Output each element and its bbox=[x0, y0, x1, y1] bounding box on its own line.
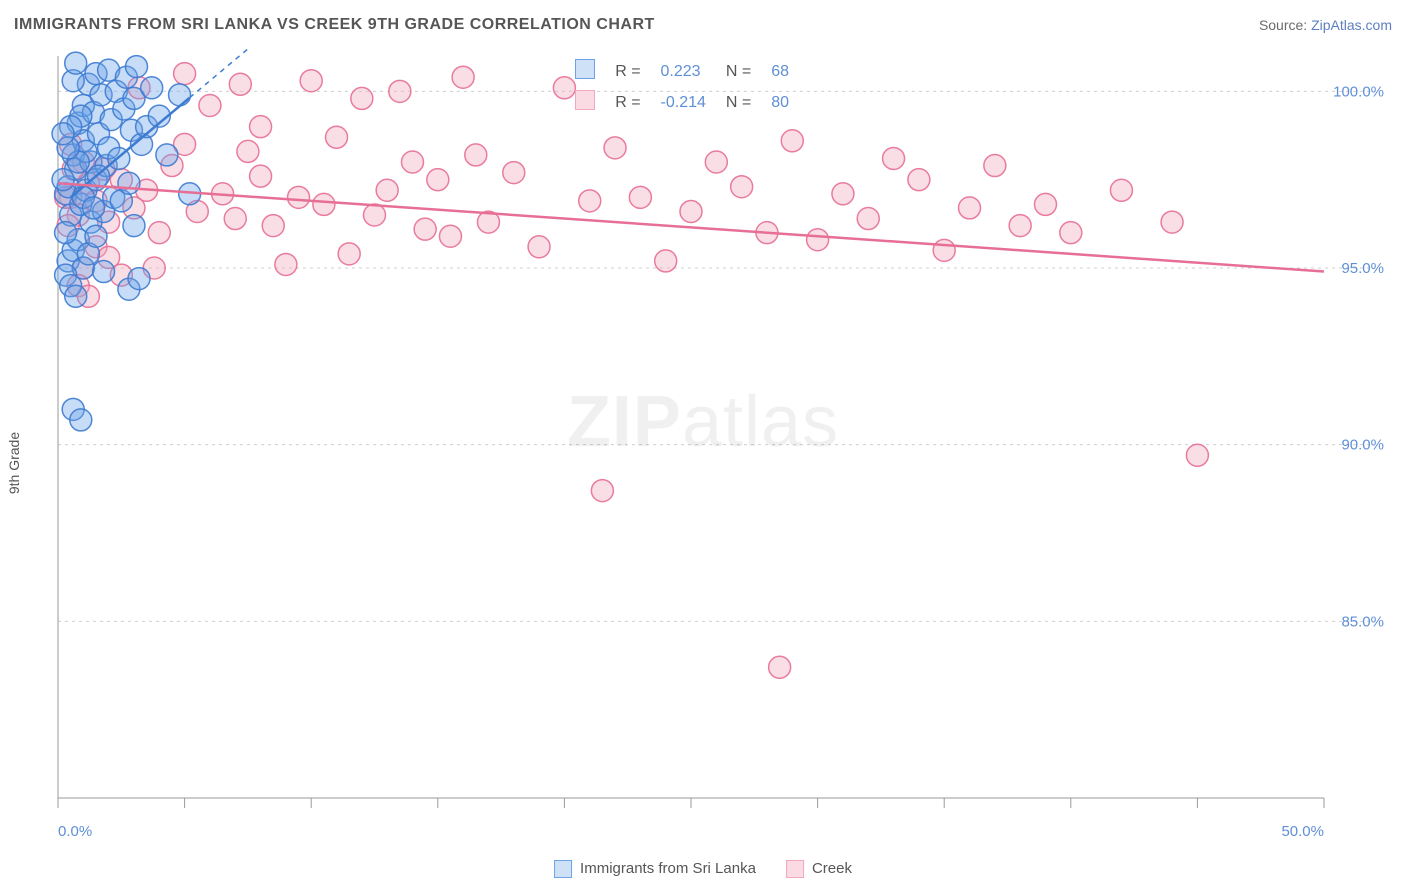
legend-swatch bbox=[786, 860, 804, 878]
legend-swatch bbox=[554, 860, 572, 878]
corr-R-value: -0.214 bbox=[651, 87, 716, 118]
scatter-chart: 0.0% 50.0% 85.0% 90.0% 95.0% 100.0% bbox=[14, 48, 1392, 878]
svg-text:0.0%: 0.0% bbox=[58, 823, 92, 840]
source-label: Source: bbox=[1259, 17, 1311, 33]
corr-N-value: 68 bbox=[761, 56, 799, 87]
svg-text:95.0%: 95.0% bbox=[1341, 260, 1384, 277]
corr-swatch bbox=[575, 90, 595, 110]
correlation-legend: R =0.223N =68R =-0.214N =80 bbox=[565, 56, 799, 118]
legend-label: Immigrants from Sri Lanka bbox=[580, 860, 756, 877]
bottom-legend: Immigrants from Sri Lanka Creek bbox=[554, 860, 852, 878]
legend-item: Immigrants from Sri Lanka bbox=[554, 860, 756, 878]
corr-N-value: 80 bbox=[761, 87, 799, 118]
svg-text:50.0%: 50.0% bbox=[1281, 823, 1324, 840]
svg-text:90.0%: 90.0% bbox=[1341, 437, 1384, 454]
header: IMMIGRANTS FROM SRI LANKA VS CREEK 9TH G… bbox=[14, 10, 1392, 40]
legend-label: Creek bbox=[812, 860, 852, 877]
corr-R-label: R = bbox=[605, 56, 650, 87]
corr-R-label: R = bbox=[605, 87, 650, 118]
svg-text:85.0%: 85.0% bbox=[1341, 613, 1384, 630]
legend-item: Creek bbox=[786, 860, 852, 878]
corr-legend-row: R =0.223N =68 bbox=[565, 56, 799, 87]
corr-swatch bbox=[575, 59, 595, 79]
source: Source: ZipAtlas.com bbox=[1259, 17, 1392, 33]
corr-R-value: 0.223 bbox=[651, 56, 716, 87]
y-axis-label: 9th Grade bbox=[6, 432, 22, 494]
chart-title: IMMIGRANTS FROM SRI LANKA VS CREEK 9TH G… bbox=[14, 16, 655, 34]
svg-text:100.0%: 100.0% bbox=[1333, 83, 1384, 100]
chart-area: 9th Grade ZIPatlas 0.0%50.0%85.0%90.0%95… bbox=[14, 48, 1392, 878]
corr-N-label: N = bbox=[716, 87, 761, 118]
corr-N-label: N = bbox=[716, 56, 761, 87]
source-link[interactable]: ZipAtlas.com bbox=[1311, 17, 1392, 33]
corr-legend-row: R =-0.214N =80 bbox=[565, 87, 799, 118]
